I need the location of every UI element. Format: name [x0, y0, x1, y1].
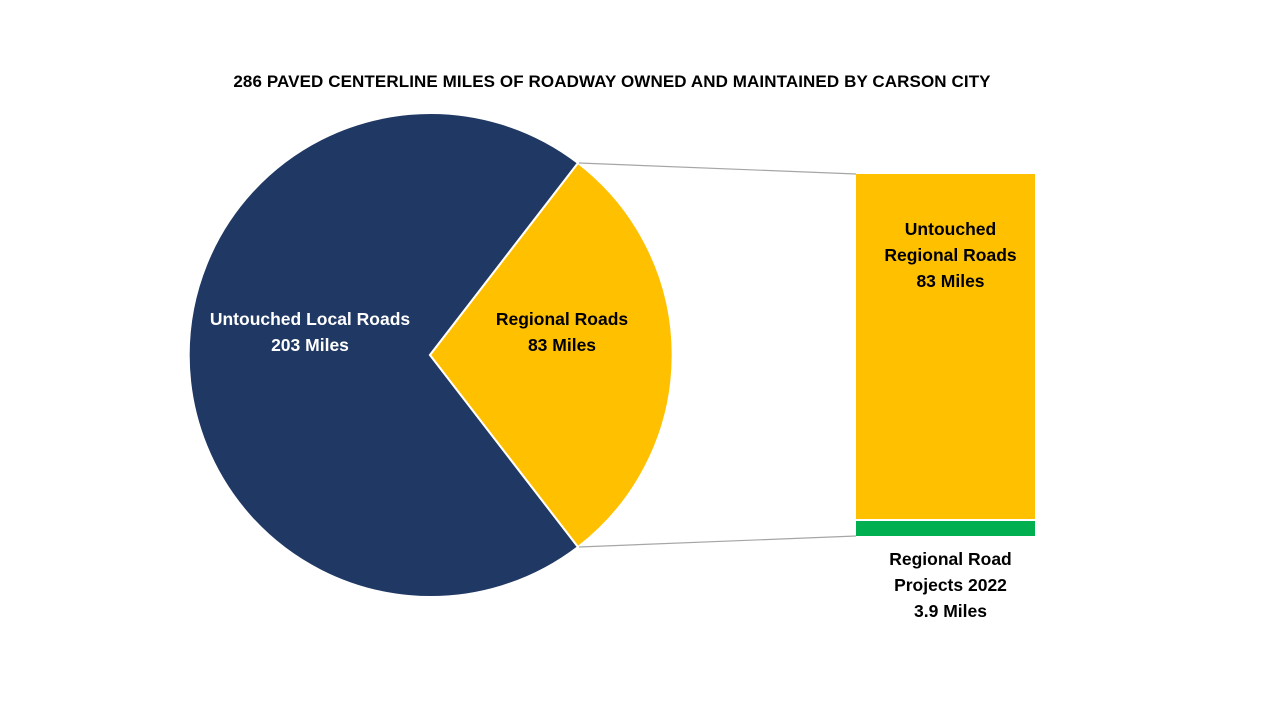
connector-line-top — [578, 162, 857, 175]
connector-line-bottom — [578, 535, 857, 548]
label-local-roads-name: Untouched Local Roads — [209, 309, 411, 329]
label-untouched-regional-line1: Untouched — [904, 219, 997, 239]
label-regional-roads-name: Regional Roads — [495, 309, 629, 329]
label-local-roads: Untouched Local Roads 203 Miles — [190, 306, 430, 358]
label-regional-roads-value: 83 Miles — [527, 335, 597, 355]
label-projects-value: 3.9 Miles — [914, 601, 987, 621]
bar-segment-untouched-regional — [856, 174, 1035, 519]
chart-title: 286 PAVED CENTERLINE MILES OF ROADWAY OW… — [233, 72, 991, 91]
label-projects-line2: Projects 2022 — [894, 575, 1007, 595]
label-projects-line1: Regional Road — [889, 549, 1012, 569]
bar-segment-projects-2022 — [856, 521, 1035, 536]
label-local-roads-value: 203 Miles — [271, 335, 349, 355]
label-untouched-regional-line2: Regional Roads — [884, 245, 1017, 265]
label-untouched-regional: Untouched Regional Roads 83 Miles — [856, 216, 1045, 294]
pie-slice-regional-roads — [428, 161, 674, 549]
label-untouched-regional-value: 83 Miles — [916, 271, 985, 291]
label-regional-roads: Regional Roads 83 Miles — [482, 306, 642, 358]
label-projects-2022: Regional Road Projects 2022 3.9 Miles — [856, 546, 1045, 624]
pie-slice-local-roads — [187, 112, 580, 598]
